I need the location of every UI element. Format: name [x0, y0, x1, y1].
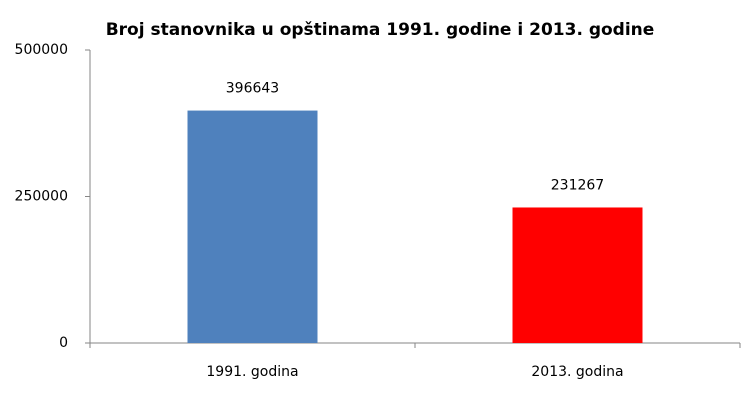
bar [187, 110, 318, 343]
x-tick-label: 1991. godina [206, 364, 298, 380]
data-label: 231267 [551, 177, 604, 193]
bar [512, 207, 643, 343]
y-tick-label: 250000 [15, 189, 68, 205]
chart-title: Broj stanovnika u opštinama 1991. godine… [106, 20, 655, 40]
data-label: 396643 [226, 81, 279, 97]
y-tick-label: 500000 [15, 42, 68, 58]
y-tick-label: 0 [59, 335, 68, 351]
x-tick-label: 2013. godina [531, 364, 623, 380]
